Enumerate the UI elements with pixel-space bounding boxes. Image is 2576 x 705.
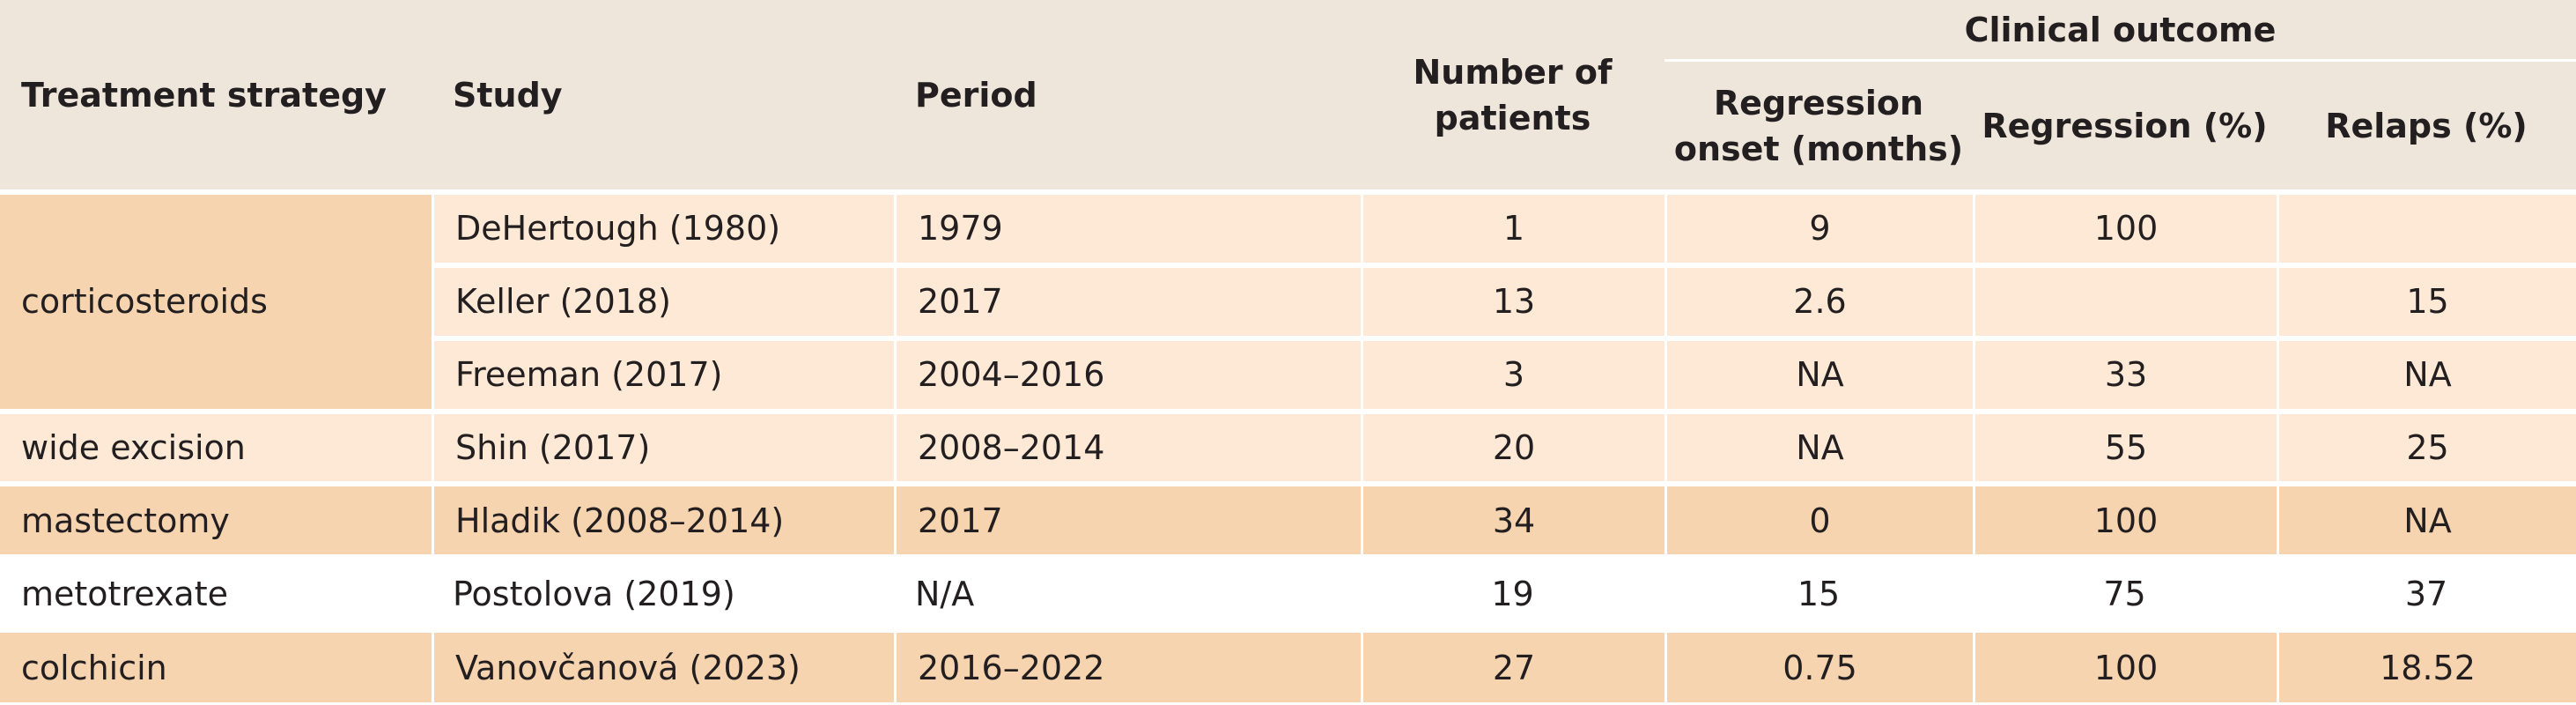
- cell-regression: 75: [1973, 557, 2277, 631]
- cell-study: Shin (2017): [432, 411, 894, 485]
- table-row: corticosteroids DeHertough (1980) 1979 1…: [0, 192, 2576, 412]
- cell-regression: [1973, 264, 2277, 338]
- cell-relapse: NA: [2277, 338, 2576, 412]
- cell-relapse: 25: [2277, 411, 2576, 485]
- group-label: mastectomy: [0, 484, 432, 558]
- table-row: wide excision Shin (2017) 2008–2014 20 N…: [0, 411, 2576, 485]
- cell-regression: 100: [1973, 192, 2277, 265]
- cell-onset: 15: [1664, 557, 1973, 631]
- table-row: Keller (2018) 2017 13 2.6 15: [0, 264, 2576, 338]
- cell-period: 2017: [894, 484, 1361, 558]
- cell-period: 2008–2014: [894, 411, 1361, 485]
- cell-period: 2017: [894, 264, 1361, 338]
- header-period: Period: [894, 0, 1361, 192]
- cell-study: Keller (2018): [432, 264, 894, 338]
- group-label: metotrexate: [0, 557, 432, 631]
- cell-onset: 0: [1664, 484, 1973, 558]
- cell-patients: 20: [1361, 411, 1664, 485]
- table-row: mastectomy Hladik (2008–2014) 2017 34 0 …: [0, 484, 2576, 558]
- header-study: Study: [432, 0, 894, 192]
- cell-relapse: 15: [2277, 264, 2576, 338]
- header-regression-onset: Regression onset (months): [1664, 62, 1973, 192]
- cell-study: Freeman (2017): [432, 338, 894, 412]
- cell-regression: 100: [1973, 484, 2277, 558]
- cell-relapse: 18.52: [2277, 630, 2576, 705]
- cell-period: 2004–2016: [894, 338, 1361, 412]
- cell-patients: 19: [1361, 557, 1664, 631]
- table-header: Treatment strategy Study Period Number o…: [0, 0, 2576, 192]
- cell-patients: 34: [1361, 484, 1664, 558]
- cell-study: Vanovčanová (2023): [432, 630, 894, 705]
- cell-period: 2016–2022: [894, 630, 1361, 705]
- cell-period: N/A: [894, 557, 1361, 631]
- cell-onset: NA: [1664, 338, 1973, 412]
- group-label: colchicin: [0, 630, 432, 705]
- cell-onset: NA: [1664, 411, 1973, 485]
- group-label: wide excision: [0, 411, 432, 485]
- cell-study: Postolova (2019): [432, 557, 894, 631]
- cell-relapse: 37: [2277, 557, 2576, 631]
- table-row: metotrexate Postolova (2019) N/A 19 15 7…: [0, 557, 2576, 631]
- cell-study: DeHertough (1980): [432, 192, 894, 265]
- cell-regression: 100: [1973, 630, 2277, 705]
- cell-relapse: [2277, 192, 2576, 265]
- cell-study: Hladik (2008–2014): [432, 484, 894, 558]
- cell-regression: 33: [1973, 338, 2277, 412]
- group-label: corticosteroids: [0, 192, 432, 412]
- table-row: colchicin Vanovčanová (2023) 2016–2022 2…: [0, 630, 2576, 705]
- cell-onset: 9: [1664, 192, 1973, 265]
- header-relapse: Relaps (%): [2277, 62, 2576, 192]
- table-body: corticosteroids DeHertough (1980) 1979 1…: [0, 192, 2576, 705]
- header-treatment-strategy: Treatment strategy: [0, 0, 432, 192]
- header-number-of-patients: Number of patients: [1361, 0, 1664, 192]
- cell-regression: 55: [1973, 411, 2277, 485]
- cell-patients: 27: [1361, 630, 1664, 705]
- cell-onset: 0.75: [1664, 630, 1973, 705]
- cell-patients: 1: [1361, 192, 1664, 265]
- cell-onset: 2.6: [1664, 264, 1973, 338]
- cell-patients: 3: [1361, 338, 1664, 412]
- cell-period: 1979: [894, 192, 1361, 265]
- table-row: Freeman (2017) 2004–2016 3 NA 33 NA: [0, 338, 2576, 412]
- header-clinical-outcome: Clinical outcome: [1664, 0, 2576, 62]
- cell-patients: 13: [1361, 264, 1664, 338]
- header-regression: Regression (%): [1973, 62, 2277, 192]
- cell-relapse: NA: [2277, 484, 2576, 558]
